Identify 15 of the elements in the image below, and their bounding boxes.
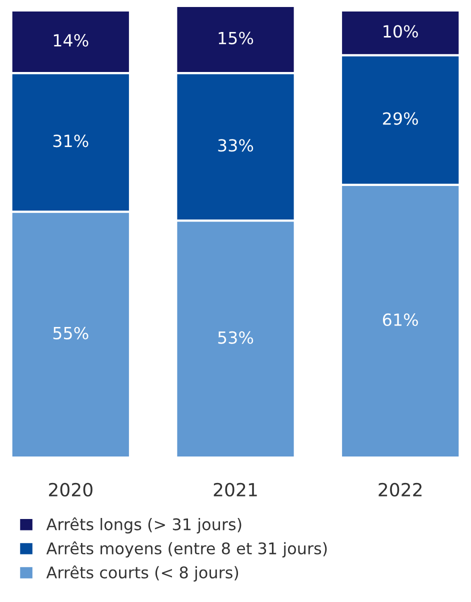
- x-tick-label: 2020: [48, 482, 92, 496]
- legend-label: Arrêts courts (< 8 jours): [46, 566, 238, 582]
- data-label: 10%: [384, 25, 418, 38]
- data-label: 55%: [53, 326, 88, 340]
- data-label: 53%: [218, 331, 254, 344]
- data-label: 29%: [383, 112, 418, 125]
- data-label: 61%: [382, 313, 418, 326]
- data-label: 14%: [54, 34, 88, 47]
- x-tick-label: 2021: [214, 482, 257, 496]
- data-label: 33%: [218, 139, 254, 152]
- legend-label: Arrêts longs (> 31 jours): [46, 517, 242, 534]
- data-label: 31%: [53, 134, 88, 148]
- data-label: 15%: [218, 32, 254, 44]
- x-tick-label: 2022: [378, 482, 422, 496]
- legend-label: Arrêts moyens (entre 8 et 31 jours): [46, 541, 327, 558]
